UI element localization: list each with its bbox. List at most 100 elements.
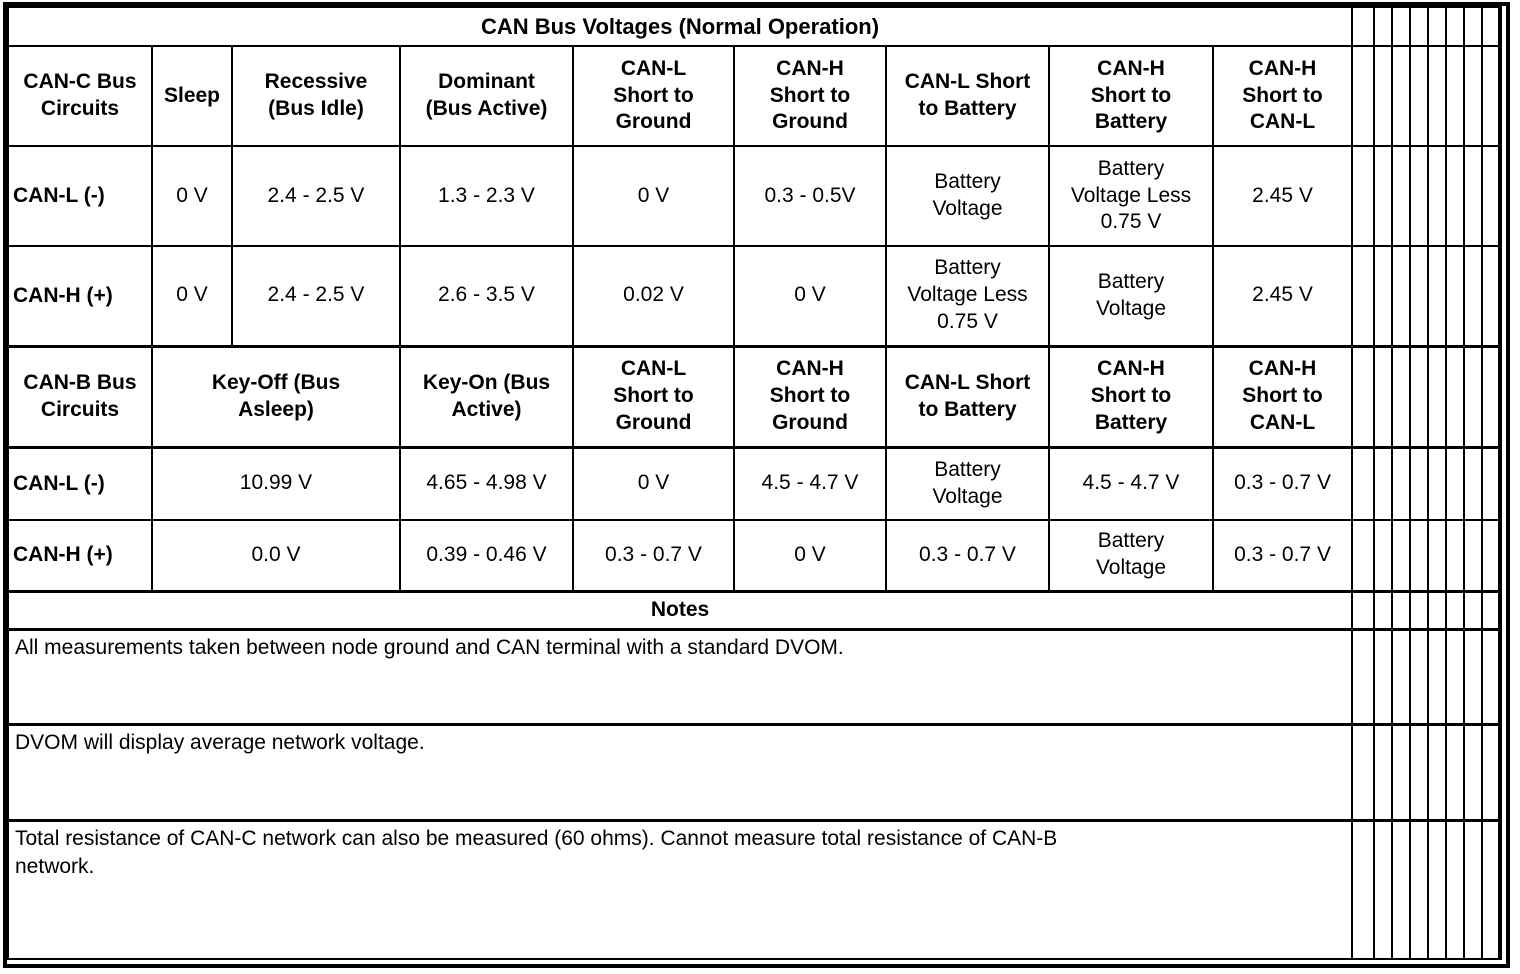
note-row: DVOM will display average network voltag… — [6, 722, 1502, 821]
value-cell: 4.5 - 4.7 V — [1048, 445, 1214, 521]
empty-grid-cell — [1481, 145, 1502, 247]
empty-grid-cell — [1427, 344, 1448, 448]
column-header: CAN-H Short to Ground — [733, 344, 887, 448]
column-header: CAN-H Short to Ground — [733, 45, 887, 147]
empty-grid-cell — [1445, 627, 1466, 725]
empty-grid-cell — [1463, 245, 1484, 347]
empty-grid-cell — [1463, 6, 1484, 47]
empty-grid-cell — [1409, 344, 1430, 448]
can-b-header-row: CAN-B Bus Circuits Key-Off (Bus Asleep) … — [7, 344, 1502, 448]
column-header: Sleep — [151, 45, 233, 147]
empty-grid-cell — [1409, 519, 1430, 592]
empty-grid-cell — [1391, 344, 1412, 448]
value-cell: 0.3 - 0.7 V — [572, 519, 735, 592]
note-row: All measurements taken between node grou… — [6, 627, 1502, 725]
value-cell: 0.02 V — [572, 245, 735, 347]
row-label: CAN-L (-) — [7, 145, 153, 247]
empty-grid-cell — [1409, 245, 1430, 347]
empty-grid-cell — [1481, 818, 1502, 960]
empty-grid-cell — [1409, 627, 1430, 725]
empty-grid-cell — [1391, 45, 1412, 147]
empty-grid-cell — [1427, 245, 1448, 347]
value-cell: 0.39 - 0.46 V — [399, 519, 574, 592]
empty-grid-cell — [1481, 45, 1502, 147]
empty-grid-cell — [1481, 722, 1502, 821]
empty-grid-cell — [1463, 722, 1484, 821]
note-cell: All measurements taken between node grou… — [6, 627, 1354, 725]
empty-grid-cell — [1445, 519, 1466, 592]
value-cell: 0.3 - 0.7 V — [1211, 519, 1354, 592]
value-cell: Battery Voltage Less 0.75 V — [885, 245, 1050, 347]
empty-grid-cell — [1463, 519, 1484, 592]
column-header: CAN-H Short to Battery — [1048, 45, 1214, 147]
note-row: Total resistance of CAN-C network can al… — [6, 818, 1502, 960]
empty-grid-cell — [1373, 445, 1394, 521]
value-cell: 2.6 - 3.5 V — [399, 245, 574, 347]
empty-grid-cell — [1481, 445, 1502, 521]
value-cell: 0 V — [733, 519, 887, 592]
can-c-header-row: CAN-C Bus Circuits Sleep Recessive (Bus … — [7, 45, 1502, 147]
empty-grid-cell — [1463, 627, 1484, 725]
empty-grid-cell — [1445, 6, 1466, 47]
empty-grid-cell — [1351, 245, 1376, 347]
column-header: CAN-H Short to CAN-L — [1211, 45, 1354, 147]
value-cell: 2.4 - 2.5 V — [231, 245, 401, 347]
empty-grid-cell — [1391, 6, 1412, 47]
empty-grid-cell — [1481, 245, 1502, 347]
empty-grid-cell — [1373, 245, 1394, 347]
column-header: CAN-L Short to Ground — [572, 45, 735, 147]
row-label: CAN-H (+) — [7, 245, 153, 347]
value-cell: Battery Voltage — [885, 445, 1050, 521]
can-b-canh-row: CAN-H (+) 0.0 V 0.39 - 0.46 V 0.3 - 0.7 … — [7, 519, 1502, 592]
value-cell: 10.99 V — [151, 445, 401, 521]
empty-grid-cell — [1463, 445, 1484, 521]
empty-grid-cell — [1427, 818, 1448, 960]
can-c-canl-row: CAN-L (-) 0 V 2.4 - 2.5 V 1.3 - 2.3 V 0 … — [7, 145, 1502, 247]
empty-grid-cell — [1391, 722, 1412, 821]
empty-grid-cell — [1391, 589, 1412, 630]
empty-grid-cell — [1373, 818, 1394, 960]
empty-grid-cell — [1427, 6, 1448, 47]
empty-grid-cell — [1373, 6, 1394, 47]
empty-grid-cell — [1427, 589, 1448, 630]
value-cell: Battery Voltage Less 0.75 V — [1048, 145, 1214, 247]
column-header: CAN-C Bus Circuits — [7, 45, 153, 147]
value-cell: 0 V — [572, 145, 735, 247]
empty-grid-cell — [1427, 445, 1448, 521]
empty-grid-cell — [1391, 145, 1412, 247]
empty-grid-cell — [1351, 818, 1376, 960]
empty-grid-cell — [1481, 589, 1502, 630]
row-label: CAN-H (+) — [7, 519, 153, 592]
column-header: Key-On (Bus Active) — [399, 344, 574, 448]
can-bus-voltages-table: CAN Bus Voltages (Normal Operation) CAN-… — [6, 6, 1503, 960]
empty-grid-cell — [1373, 344, 1394, 448]
empty-grid-cell — [1351, 344, 1376, 448]
value-cell: 0.0 V — [151, 519, 401, 592]
value-cell: 1.3 - 2.3 V — [399, 145, 574, 247]
empty-grid-cell — [1445, 344, 1466, 448]
empty-grid-cell — [1427, 145, 1448, 247]
value-cell: 4.5 - 4.7 V — [733, 445, 887, 521]
column-header: CAN-B Bus Circuits — [7, 344, 153, 448]
value-cell: 0.3 - 0.7 V — [885, 519, 1050, 592]
value-cell: Battery Voltage — [885, 145, 1050, 247]
value-cell: 4.65 - 4.98 V — [399, 445, 574, 521]
empty-grid-cell — [1391, 627, 1412, 725]
empty-grid-cell — [1373, 589, 1394, 630]
empty-grid-cell — [1409, 145, 1430, 247]
row-label: CAN-L (-) — [7, 445, 153, 521]
empty-grid-cell — [1427, 627, 1448, 725]
column-header: Key-Off (Bus Asleep) — [151, 344, 401, 448]
empty-grid-cell — [1351, 519, 1376, 592]
empty-grid-cell — [1351, 45, 1376, 147]
table-title: CAN Bus Voltages (Normal Operation) — [6, 6, 1354, 47]
empty-grid-cell — [1409, 45, 1430, 147]
notes-header-row: Notes — [6, 589, 1502, 630]
note-cell: Total resistance of CAN-C network can al… — [6, 818, 1354, 960]
empty-grid-cell — [1351, 445, 1376, 521]
empty-grid-cell — [1481, 627, 1502, 725]
empty-grid-cell — [1391, 445, 1412, 521]
empty-grid-cell — [1427, 45, 1448, 147]
column-header: CAN-H Short to Battery — [1048, 344, 1214, 448]
value-cell: 0 V — [733, 245, 887, 347]
